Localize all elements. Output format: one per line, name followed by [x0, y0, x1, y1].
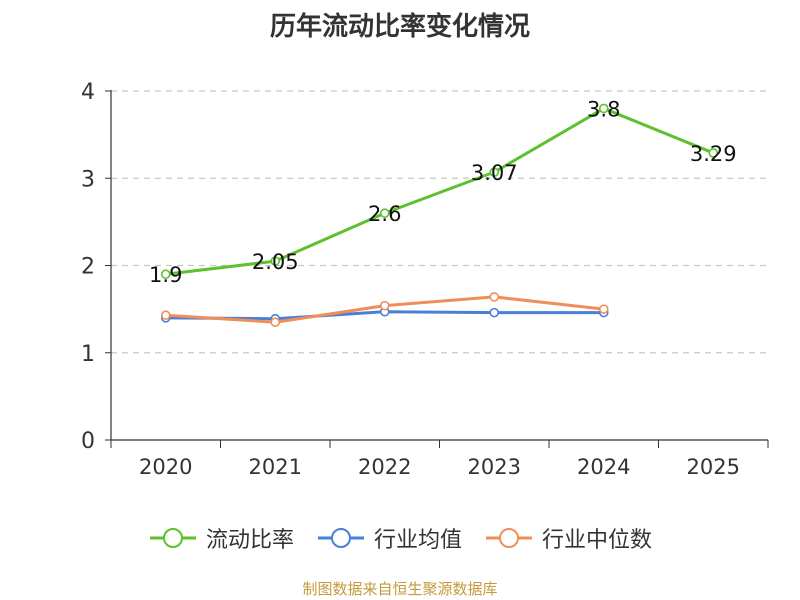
- x-tick-label: 2023: [468, 455, 521, 479]
- legend-item-industry-mean[interactable]: 行业均值: [316, 522, 462, 554]
- x-tick-label: 2024: [577, 455, 630, 479]
- data-point: [270, 256, 281, 266]
- y-tick-label: 2: [81, 255, 95, 280]
- data-point: [160, 269, 171, 280]
- legend-circle: [499, 528, 519, 548]
- data-label: 3.07: [471, 161, 518, 185]
- y-tick-label: 4: [81, 80, 95, 105]
- data-label: 3.29: [690, 142, 737, 166]
- legend-label: 流动比率: [205, 528, 294, 553]
- data-point: [489, 167, 500, 177]
- data-point: [708, 148, 719, 158]
- x-tick-label: 2020: [139, 455, 192, 479]
- legend: 流动比率 行业均值 行业中位数: [0, 518, 800, 558]
- legend-marker-icon: [317, 528, 364, 548]
- data-point: [160, 310, 171, 321]
- legend-marker-icon: [486, 528, 532, 548]
- legend-label: 行业中位数: [542, 528, 653, 553]
- data-label: 2.6: [368, 202, 401, 226]
- data-point: [379, 300, 390, 311]
- chart-title: 历年流动比率变化情况: [269, 12, 530, 42]
- data-point: [598, 304, 609, 314]
- legend-item-industry-median[interactable]: 行业中位数: [484, 522, 652, 554]
- x-tick-label: 2025: [687, 455, 740, 479]
- data-point: [379, 208, 390, 218]
- legend-marker-icon: [149, 528, 196, 548]
- legend-circle: [162, 528, 183, 548]
- legend-item-current-ratio[interactable]: 流动比率: [148, 522, 294, 554]
- data-point: [489, 307, 500, 318]
- y-tick-label: 0: [81, 429, 95, 454]
- legend-label: 行业均值: [373, 528, 462, 553]
- data-point: [598, 103, 609, 114]
- y-tick-label: 3: [81, 167, 95, 192]
- data-point: [270, 317, 281, 328]
- data-label: 2.05: [252, 250, 299, 274]
- source-note: 制图数据来自恒生聚源数据库: [302, 580, 498, 598]
- x-tick-label: 2022: [358, 455, 411, 479]
- data-point: [489, 292, 500, 302]
- data-label: 1.9: [149, 263, 182, 287]
- x-tick-label: 2021: [249, 455, 302, 479]
- legend-circle: [330, 528, 351, 548]
- series-line: [165, 106, 714, 276]
- data-label: 3.8: [587, 97, 620, 121]
- y-tick-label: 1: [81, 342, 95, 367]
